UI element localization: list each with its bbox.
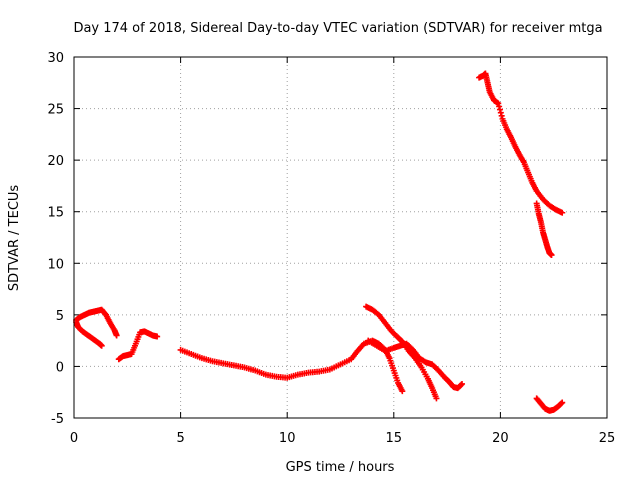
y-tick-label: 10 [47,257,64,272]
data-point [113,332,120,339]
series-arc-1 [73,306,120,339]
plot-frame [73,56,608,419]
data-point [495,100,502,107]
y-tick-labels: -5 0 5 10 15 20 25 30 [47,51,64,427]
data-point [558,400,565,407]
y-tick-label: 0 [56,360,64,375]
x-axis-label: GPS time / hours [286,460,395,475]
series-arc-3 [115,328,161,363]
x-tick-label: 5 [176,431,184,446]
series-arc-2 [73,319,105,349]
y-tick-label: -5 [51,412,64,427]
series-arc-8 [533,200,555,259]
data-point [497,109,504,116]
plot-data [73,70,566,414]
y-tick-label: 5 [56,309,64,324]
chart-title: Day 174 of 2018, Sidereal Day-to-day VTE… [73,21,602,36]
data-point [559,399,566,406]
grid [74,57,607,418]
y-axis-label: SDTVAR / TECUs [7,185,22,292]
x-tick-label: 0 [70,431,78,446]
data-point [154,333,161,340]
series-arc-6 [365,337,466,392]
data-point [498,112,505,119]
x-tick-label: 20 [492,431,509,446]
series-arc-4 [177,337,406,395]
y-tick-label: 20 [47,154,64,169]
x-tick-label: 25 [599,431,616,446]
data-point [458,381,465,388]
data-point [399,388,406,395]
y-tick-label: 25 [47,103,64,118]
data-point [98,342,105,349]
data-point [559,209,566,216]
data-point [548,252,555,259]
series-arc-9 [533,395,566,414]
ticks [73,56,608,419]
series-arc-7 [476,70,566,216]
data-point [496,103,503,110]
x-tick-label: 10 [279,431,296,446]
x-tick-label: 15 [386,431,403,446]
data-point [496,106,503,113]
y-tick-label: 30 [47,51,64,66]
y-tick-label: 15 [47,206,64,221]
x-tick-labels: 0 5 10 15 20 25 [70,431,615,446]
data-point [459,380,466,387]
data-point [433,395,440,402]
